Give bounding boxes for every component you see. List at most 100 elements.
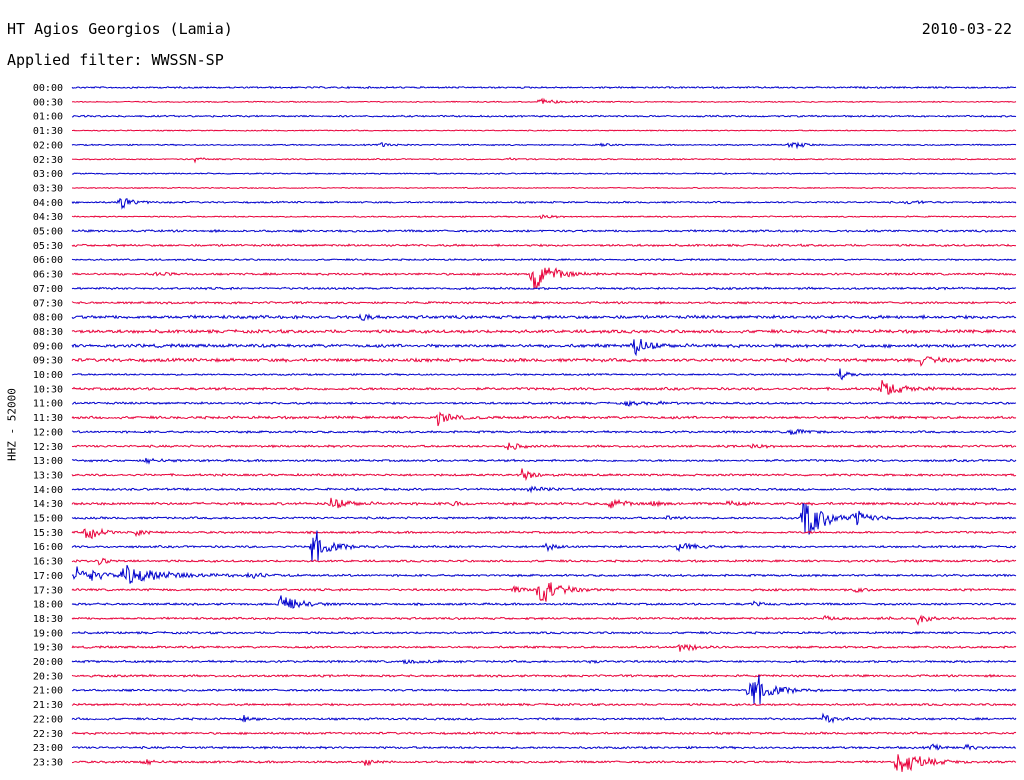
row-label-2330: 23:30 bbox=[33, 757, 63, 768]
trace-row-0230 bbox=[71, 156, 1017, 164]
trace-row-1400 bbox=[71, 485, 1017, 494]
row-label-1030: 10:30 bbox=[33, 384, 63, 395]
row-label-0730: 07:30 bbox=[33, 298, 63, 309]
row-label-0830: 08:30 bbox=[33, 327, 63, 338]
row-label-0800: 08:00 bbox=[33, 313, 63, 324]
trace-row-2000 bbox=[71, 658, 1017, 665]
trace-row-0200 bbox=[71, 141, 1017, 150]
row-label-1430: 14:30 bbox=[33, 499, 63, 510]
trace-row-1130 bbox=[71, 411, 1017, 427]
trace-row-0130 bbox=[71, 129, 1017, 132]
trace-row-2100 bbox=[71, 675, 1017, 705]
row-label-1400: 14:00 bbox=[33, 485, 63, 496]
row-label-0130: 01:30 bbox=[33, 126, 63, 137]
trace-row-0100 bbox=[71, 114, 1017, 118]
record-date: 2010-03-22 bbox=[921, 20, 1012, 38]
trace-row-2230 bbox=[71, 731, 1017, 736]
trace-row-1500 bbox=[71, 503, 1017, 535]
trace-row-1300 bbox=[71, 457, 1017, 465]
trace-row-2030 bbox=[71, 673, 1017, 678]
row-label-0700: 07:00 bbox=[33, 284, 63, 295]
trace-row-0500 bbox=[71, 228, 1017, 234]
row-label-1600: 16:00 bbox=[33, 542, 63, 553]
trace-row-1030 bbox=[71, 379, 1017, 395]
row-label-1100: 11:00 bbox=[33, 399, 63, 410]
trace-row-0300 bbox=[71, 172, 1017, 175]
trace-row-1530 bbox=[71, 527, 1017, 540]
trace-row-1100 bbox=[71, 399, 1017, 407]
trace-row-1330 bbox=[71, 468, 1017, 482]
station-title: HT Agios Georgios (Lamia) bbox=[7, 20, 233, 38]
row-label-1800: 18:00 bbox=[33, 600, 63, 611]
trace-row-0330 bbox=[71, 186, 1017, 190]
row-label-0530: 05:30 bbox=[33, 241, 63, 252]
row-label-0400: 04:00 bbox=[33, 198, 63, 209]
trace-row-0830 bbox=[71, 328, 1017, 335]
row-label-0500: 05:00 bbox=[33, 227, 63, 238]
trace-row-1900 bbox=[71, 630, 1017, 635]
trace-row-1230 bbox=[71, 442, 1017, 451]
row-label-1300: 13:00 bbox=[33, 456, 63, 467]
row-label-1830: 18:30 bbox=[33, 614, 63, 625]
trace-row-0400 bbox=[71, 198, 1017, 210]
trace-row-1630 bbox=[71, 557, 1017, 566]
row-label-1900: 19:00 bbox=[33, 628, 63, 639]
row-label-1930: 19:30 bbox=[33, 643, 63, 654]
trace-row-0430 bbox=[71, 214, 1017, 220]
row-label-0100: 01:00 bbox=[33, 112, 63, 123]
row-label-1730: 17:30 bbox=[33, 585, 63, 596]
row-label-1500: 15:00 bbox=[33, 514, 63, 525]
trace-row-0930 bbox=[71, 356, 1017, 367]
row-label-0300: 03:00 bbox=[33, 169, 63, 180]
row-label-1700: 17:00 bbox=[33, 571, 63, 582]
row-label-2230: 22:30 bbox=[33, 729, 63, 740]
row-label-0030: 00:30 bbox=[33, 97, 63, 108]
trace-row-0000 bbox=[71, 85, 1017, 90]
trace-row-0800 bbox=[71, 313, 1017, 322]
filter-label: Applied filter: WWSSN-SP bbox=[7, 51, 224, 69]
trace-row-0530 bbox=[71, 243, 1017, 248]
trace-row-1730 bbox=[71, 582, 1017, 602]
trace-row-1930 bbox=[71, 643, 1017, 652]
row-label-1200: 12:00 bbox=[33, 427, 63, 438]
row-label-0900: 09:00 bbox=[33, 341, 63, 352]
row-label-1530: 15:30 bbox=[33, 528, 63, 539]
seismogram-traces bbox=[71, 85, 1017, 772]
row-label-2030: 20:30 bbox=[33, 671, 63, 682]
row-label-0000: 00:00 bbox=[33, 83, 63, 94]
row-label-0200: 02:00 bbox=[33, 140, 63, 151]
trace-row-1600 bbox=[71, 530, 1017, 562]
row-label-0600: 06:00 bbox=[33, 255, 63, 266]
trace-row-0730 bbox=[71, 300, 1017, 305]
trace-row-2200 bbox=[71, 712, 1017, 724]
row-label-2130: 21:30 bbox=[33, 700, 63, 711]
time-row-labels: 00:00 00:30 01:00 01:30 02:00 02:30 03:00 03:30… bbox=[33, 83, 63, 768]
trace-row-1700 bbox=[71, 564, 1017, 584]
trace-row-0630 bbox=[71, 267, 1017, 290]
trace-row-1830 bbox=[71, 614, 1017, 626]
row-label-1330: 13:30 bbox=[33, 470, 63, 481]
row-label-0230: 02:30 bbox=[33, 155, 63, 166]
trace-row-1430 bbox=[71, 497, 1017, 509]
row-label-0430: 04:30 bbox=[33, 212, 63, 223]
trace-row-2300 bbox=[71, 743, 1017, 751]
row-label-2000: 20:00 bbox=[33, 657, 63, 668]
trace-row-0600 bbox=[71, 258, 1017, 262]
row-label-0330: 03:30 bbox=[33, 183, 63, 194]
trace-row-2330 bbox=[71, 754, 1017, 772]
row-label-1630: 16:30 bbox=[33, 557, 63, 568]
row-label-1000: 10:00 bbox=[33, 370, 63, 381]
row-label-2100: 21:00 bbox=[33, 686, 63, 697]
trace-row-0030 bbox=[71, 97, 1017, 104]
row-label-0930: 09:30 bbox=[33, 356, 63, 367]
row-label-2200: 22:00 bbox=[33, 714, 63, 725]
row-label-1230: 12:30 bbox=[33, 442, 63, 453]
trace-row-1200 bbox=[71, 428, 1017, 435]
trace-row-0900 bbox=[71, 338, 1017, 357]
row-label-1130: 11:30 bbox=[33, 413, 63, 424]
trace-row-1800 bbox=[71, 595, 1017, 609]
trace-row-2130 bbox=[71, 702, 1017, 707]
row-label-0630: 06:30 bbox=[33, 270, 63, 281]
trace-row-0700 bbox=[71, 286, 1017, 291]
